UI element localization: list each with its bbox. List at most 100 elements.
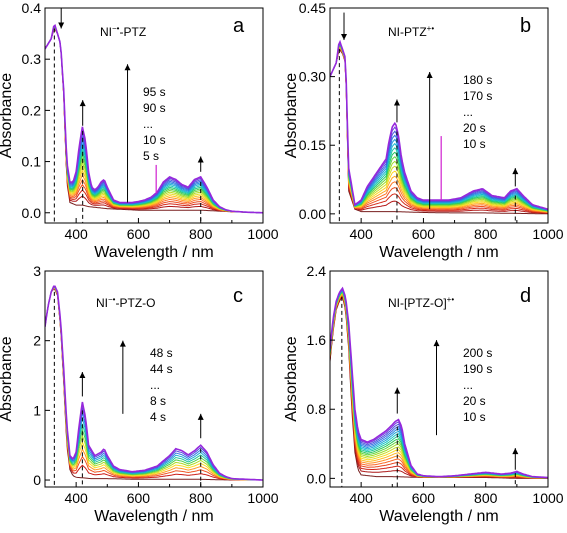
up-arrow (197, 413, 204, 439)
spectrum-95s (45, 24, 263, 214)
x-tick-label: 800 (474, 490, 498, 506)
panel-title-superscript: +• (427, 24, 435, 33)
y-tick-label: 0.45 (299, 0, 326, 16)
up-arrow (79, 372, 86, 397)
panel-title: NI−•-PTZ (100, 24, 146, 39)
time-label: 48 s (150, 346, 173, 360)
spectrum-50s (330, 46, 548, 213)
y-axis-label: Absorbance (0, 336, 15, 421)
y-tick-label: 0.30 (299, 69, 326, 85)
panel-letter: d (520, 285, 531, 307)
spectrum-48s (45, 285, 263, 481)
spectrum-20s (330, 48, 548, 214)
x-tick-label: 600 (127, 226, 151, 242)
time-label: ... (150, 378, 160, 392)
up-arrow (119, 340, 126, 414)
spectra-series (45, 285, 263, 481)
up-arrow (433, 340, 440, 436)
plot-frame (329, 270, 549, 488)
panel-title: NI-PTZ+• (388, 24, 434, 39)
y-tick-label: 0.0 (22, 205, 42, 221)
time-label: ... (463, 105, 473, 119)
x-tick-label: 1000 (532, 490, 563, 506)
x-tick-label: 1000 (247, 490, 278, 506)
time-label: 95 s (143, 85, 166, 99)
spectrum-100s (330, 43, 548, 212)
spectra-series (330, 39, 548, 215)
x-tick-label: 400 (349, 226, 373, 242)
down-arrow (341, 12, 348, 41)
y-axis-label: Absorbance (0, 73, 15, 158)
spectra-series (330, 286, 548, 479)
time-label: 90 s (143, 101, 166, 115)
time-label: 10 s (463, 410, 486, 424)
time-label: 10 s (143, 133, 166, 147)
time-label: ... (463, 378, 473, 392)
x-tick-label: 800 (189, 226, 213, 242)
plot-frame (44, 7, 264, 224)
up-arrow (79, 100, 86, 126)
x-tick-label: 400 (64, 226, 88, 242)
spectrum-30s (330, 47, 548, 214)
time-label: 180 s (463, 73, 492, 87)
x-tick-label: 600 (412, 490, 436, 506)
time-label: 200 s (463, 346, 492, 360)
panel-title-rest: -PTZ (119, 25, 146, 39)
panel-title-superscript: −• (108, 295, 116, 304)
panel-title-main: NI (96, 296, 108, 310)
y-tick-label: 2.4 (307, 263, 327, 279)
spectrum-110s (330, 43, 548, 212)
spectrum-60s (330, 45, 548, 213)
y-tick-label: 0.8 (307, 401, 327, 417)
time-label: 10 s (463, 137, 486, 151)
spectrum-70s (330, 45, 548, 213)
panel-title-main: NI (100, 25, 112, 39)
y-axis-label: Absorbance (283, 73, 300, 158)
spectrum-90s (330, 44, 548, 212)
spectrum-80s (330, 44, 548, 212)
panel-b: 400 600 800 1000 0.00 0.15 0.30 0.45 Wavelength … (283, 0, 564, 261)
time-label: 5 s (143, 149, 159, 163)
up-arrow (426, 72, 433, 210)
up-arrow (393, 99, 400, 123)
time-label: 20 s (463, 394, 486, 408)
time-label: ... (143, 117, 153, 131)
up-arrow (197, 156, 204, 172)
time-label: 8 s (150, 394, 166, 408)
time-label: 20 s (463, 121, 486, 135)
x-tick-label: 1000 (247, 226, 278, 242)
y-tick-label: 0.15 (299, 137, 326, 153)
x-tick-label: 800 (189, 490, 213, 506)
spectrum-200s (330, 286, 548, 479)
y-tick-label: 3 (33, 263, 41, 279)
spectrum-35s (45, 26, 263, 214)
spectrum-10s (330, 49, 548, 215)
up-arrow (394, 387, 401, 414)
time-label: 44 s (150, 362, 173, 376)
spectrum-130s (330, 42, 548, 211)
panel-title: NI−•-PTZ-O (96, 295, 155, 310)
panel-a: 400 600 800 1000 0.0 0.1 0.2 0.3 0.4 Wavelength /… (0, 0, 279, 261)
spectrum-180s (330, 39, 548, 211)
x-tick-label: 400 (64, 490, 88, 506)
y-tick-label: 0.3 (22, 51, 42, 67)
time-label: 190 s (463, 362, 492, 376)
time-label: 170 s (463, 89, 492, 103)
panel-title-main: NI-[PTZ-O] (388, 296, 447, 310)
panel-title-main: NI-PTZ (388, 25, 427, 39)
panel-letter: c (233, 285, 243, 307)
y-tick-label: 0.2 (22, 102, 42, 118)
y-tick-label: 0.0 (307, 470, 327, 486)
y-tick-label: 0.1 (22, 154, 42, 170)
panel-d: 400 600 800 1000 0.0 0.8 1.6 2.4 Wavelength / nm… (283, 263, 564, 525)
x-axis-label: Wavelength / nm (379, 508, 498, 525)
x-tick-label: 600 (412, 226, 436, 242)
x-tick-label: 800 (474, 226, 498, 242)
y-axis-label: Absorbance (283, 336, 300, 421)
x-tick-label: 400 (349, 490, 373, 506)
y-tick-label: 1.6 (307, 332, 327, 348)
up-arrow (124, 64, 131, 203)
plot-frame (44, 270, 264, 488)
spectrum-40s (330, 46, 548, 214)
